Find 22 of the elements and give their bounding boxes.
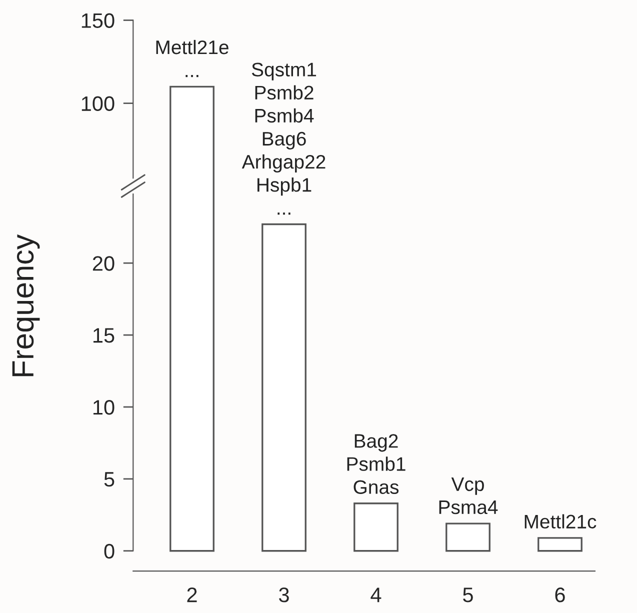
y-tick-label: 10: [93, 400, 114, 415]
bar: [354, 502, 398, 552]
x-tick-label: 5: [463, 588, 473, 602]
x-tick-label: 4: [370, 588, 382, 602]
annotation: Sqstm1 Psmb2 Psmb4 Bag6 Arhgap22 Hspb1 ...: [242, 62, 326, 215]
annotation: Bag2 Psmb1 Gnas: [347, 434, 406, 494]
bar: [538, 537, 582, 552]
annotation: Mettl21c: [524, 514, 596, 529]
bar: [262, 223, 306, 552]
annotation: Vcp Psma4: [439, 478, 498, 514]
x-tick-label: 2: [187, 588, 197, 602]
y-tick-label: 15: [93, 328, 114, 343]
y-tick-label: 0: [104, 544, 114, 559]
x-tick-label: 6: [555, 588, 565, 602]
y-axis-title: Frequency: [12, 234, 40, 376]
y-tick-label: 20: [92, 256, 114, 271]
annotation: Mettl21e ...: [156, 40, 228, 78]
bar: [446, 522, 490, 552]
y-tick-label: 100: [82, 96, 114, 112]
x-tick-label: 3: [279, 588, 289, 602]
y-tick-label: 5: [104, 472, 114, 487]
y-tick-label: 150: [82, 13, 114, 28]
